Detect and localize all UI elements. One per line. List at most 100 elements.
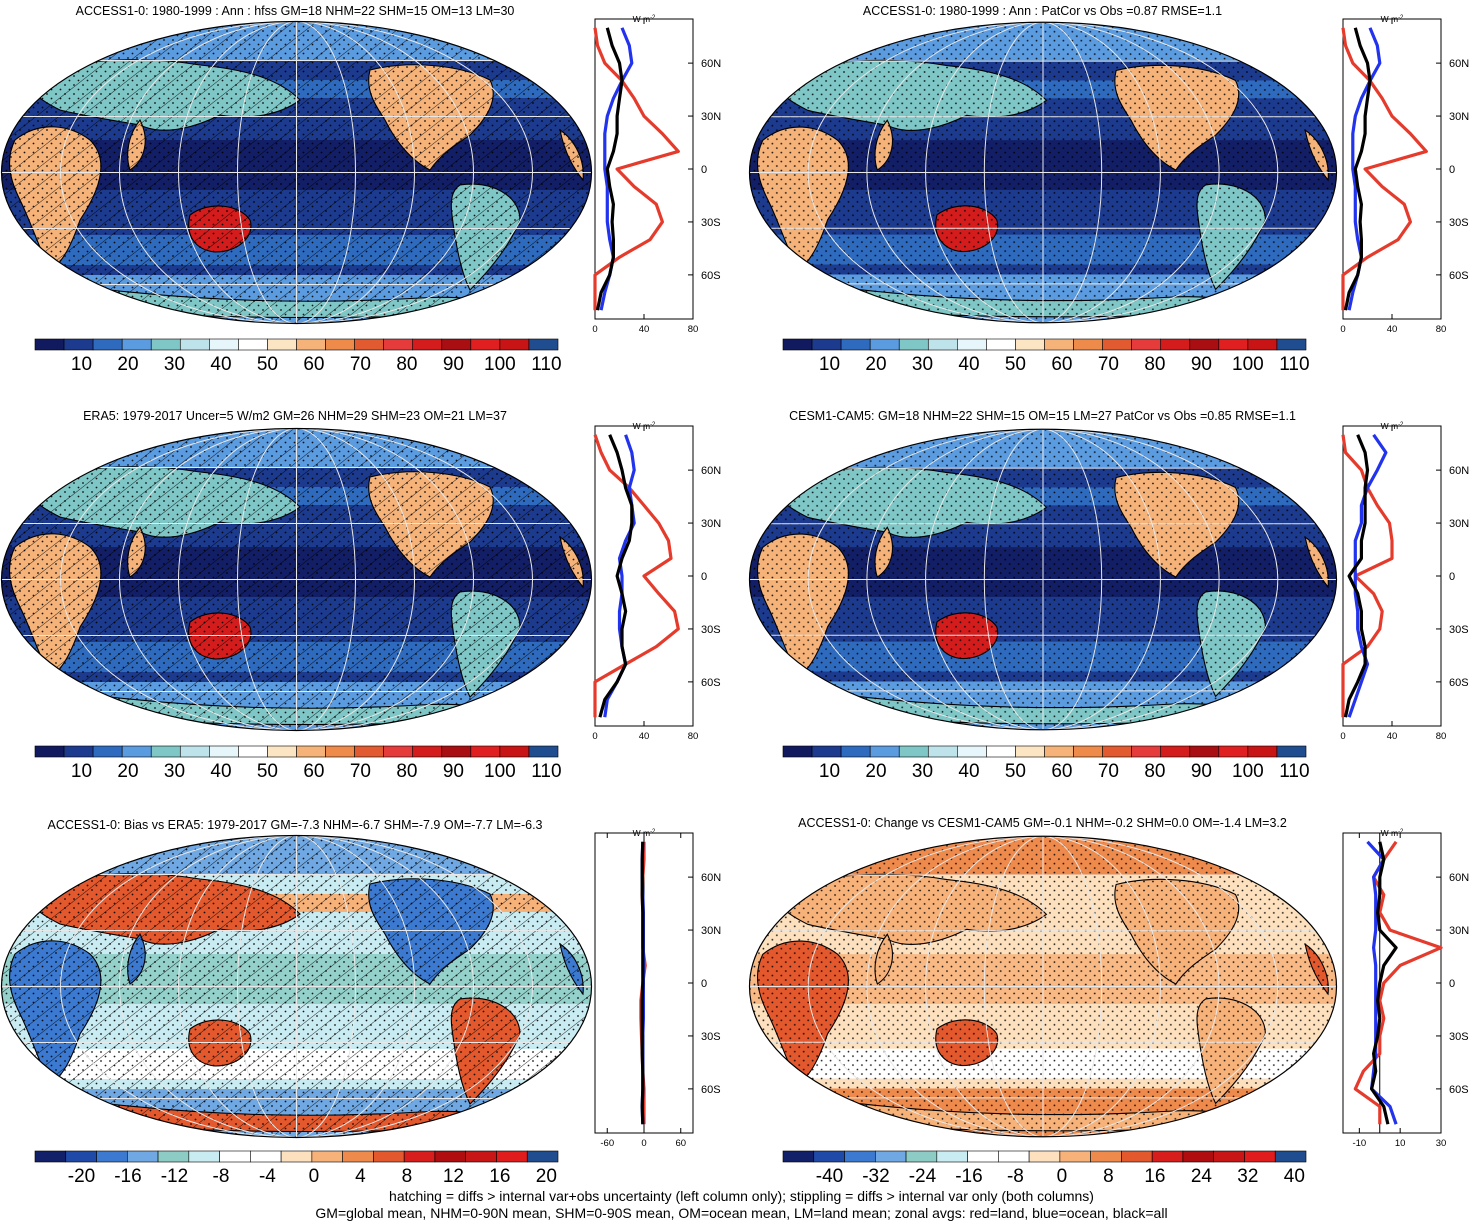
units-label: W m-2 bbox=[1381, 828, 1404, 838]
colorbar-swatch bbox=[967, 1150, 999, 1163]
zonal-line-all bbox=[595, 27, 624, 311]
lat-tick-label: 0 bbox=[701, 978, 707, 990]
colorbar-swatch bbox=[936, 1150, 968, 1163]
colorbar-swatch bbox=[238, 745, 268, 758]
colorbar-swatch bbox=[63, 745, 94, 758]
colorbar-swatch bbox=[188, 1150, 220, 1163]
lat-tick-label: 60N bbox=[701, 58, 721, 70]
x-tick-label: 40 bbox=[639, 324, 650, 335]
lat-tick-label: 60N bbox=[701, 465, 721, 477]
colorbar-tick-label: 80 bbox=[396, 354, 418, 375]
x-tick-label: 60 bbox=[675, 1138, 686, 1149]
colorbar-tick-label: 90 bbox=[442, 354, 464, 375]
x-tick-label: 80 bbox=[1436, 324, 1447, 335]
colorbar-swatch bbox=[811, 745, 842, 758]
colorbar-swatch bbox=[1218, 745, 1249, 758]
colorbar-swatch bbox=[986, 338, 1016, 351]
colorbar-swatch bbox=[1189, 745, 1220, 758]
colorbar-swatch bbox=[179, 745, 210, 758]
colorbar-tick-label: 20 bbox=[865, 761, 887, 782]
colorbar-swatch bbox=[65, 1150, 97, 1163]
lat-tick-label: 60N bbox=[1449, 872, 1469, 884]
lat-tick-label: 30N bbox=[701, 111, 721, 123]
zonal-plot-frame bbox=[1342, 832, 1442, 1134]
colorbar-swatch bbox=[342, 1150, 374, 1163]
x-tick-label: 80 bbox=[688, 731, 699, 742]
lat-tick-label: 30S bbox=[701, 1031, 721, 1043]
lat-tick-label: 30S bbox=[701, 217, 721, 229]
colorbar-swatch bbox=[1015, 338, 1045, 351]
colorbar-tick-label: 50 bbox=[1004, 354, 1027, 375]
colorbar-tick-label: 80 bbox=[1144, 761, 1166, 782]
colorbar-tick-label: 10 bbox=[818, 761, 841, 782]
lat-tick-label: 60N bbox=[1449, 465, 1469, 477]
colorbar-swatch bbox=[383, 338, 414, 351]
colorbar-swatch bbox=[844, 1150, 876, 1163]
colorbar-swatch bbox=[311, 1150, 343, 1163]
colorbar-swatch bbox=[441, 338, 472, 351]
colorbar-swatch bbox=[1073, 338, 1103, 351]
colorbar-swatch bbox=[499, 745, 530, 758]
colorbar-swatch bbox=[354, 338, 384, 351]
colorbar-swatch bbox=[1151, 1150, 1184, 1163]
colorbar-swatch bbox=[1102, 338, 1132, 351]
colorbar-labels: 10 20 30 40 50 60 70 80 90 100 110 bbox=[35, 761, 562, 783]
colorbar-swatch bbox=[296, 745, 326, 758]
panel-4: CESM1-CAM5: GM=18 NHM=22 SHM=15 OM=15 LM… bbox=[745, 405, 1483, 800]
x-tick-label: 40 bbox=[1387, 731, 1398, 742]
zonal-line-land bbox=[593, 434, 680, 718]
colorbar-swatch bbox=[1028, 1150, 1061, 1163]
colorbar-tick-label: -40 bbox=[815, 1166, 844, 1187]
colorbar-tick-label: 50 bbox=[256, 354, 279, 375]
units-label: W m-2 bbox=[1381, 421, 1404, 431]
colorbar-swatch bbox=[1044, 338, 1074, 351]
colorbar-tick-label: 30 bbox=[163, 761, 186, 782]
colorbar-labels: 10 20 30 40 50 60 70 80 90 100 110 bbox=[783, 761, 1310, 783]
colorbar-tick-label: 40 bbox=[958, 761, 980, 782]
zonal-line-all bbox=[1369, 841, 1398, 1125]
colorbar-swatch bbox=[470, 745, 501, 758]
colorbar-tick-label: 0 bbox=[308, 1166, 320, 1187]
units-label: W m-2 bbox=[633, 14, 656, 24]
colorbar-swatch bbox=[986, 745, 1016, 758]
panel-title: ACCESS1-0: Change vs CESM1-CAM5 GM=-0.1 … bbox=[798, 816, 1287, 830]
colorbar-labels: 10 20 30 40 50 60 70 80 90 100 110 bbox=[35, 354, 562, 376]
colorbar-tick-label: 70 bbox=[349, 354, 371, 375]
colorbar-swatch bbox=[782, 338, 813, 351]
colorbar-swatch bbox=[1044, 745, 1074, 758]
colorbar-tick-label: 60 bbox=[1051, 761, 1073, 782]
zonal-mean-plot: 60N 30N 0 30S 60S -60 0 60 W m-2 bbox=[594, 828, 721, 1149]
colorbar-tick-label: 30 bbox=[911, 354, 934, 375]
colorbar-swatch bbox=[840, 338, 871, 351]
colorbar-tick-label: 20 bbox=[865, 354, 887, 375]
units-label: W m-2 bbox=[1381, 14, 1404, 24]
colorbar-tick-label: 8 bbox=[401, 1166, 413, 1187]
lat-tick-label: 30S bbox=[1449, 1031, 1469, 1043]
colorbar-labels: -40 -32 -24 -16 -8 0 8 16 24 32 40 bbox=[783, 1166, 1306, 1188]
colorbar-swatch bbox=[34, 1150, 67, 1163]
colorbar-swatch bbox=[465, 1150, 497, 1163]
colorbar-swatch bbox=[63, 338, 94, 351]
colorbar-swatch bbox=[1131, 745, 1162, 758]
colorbar-tick-label: -12 bbox=[160, 1166, 189, 1187]
colorbar-swatch bbox=[1213, 1150, 1245, 1163]
colorbar bbox=[782, 338, 1307, 351]
colorbar-tick-label: 16 bbox=[489, 1166, 511, 1187]
colorbar-swatch bbox=[496, 1150, 528, 1163]
footer-line-2: GM=global mean, NHM=0-90N mean, SHM=0-90… bbox=[315, 1205, 1168, 1221]
colorbar-swatch bbox=[267, 745, 297, 758]
colorbar-tick-label: 8 bbox=[1103, 1166, 1114, 1187]
colorbar-swatch bbox=[219, 1150, 251, 1163]
colorbar-swatch bbox=[209, 745, 239, 758]
colorbar-tick-label: 110 bbox=[531, 761, 562, 782]
colorbar-swatch bbox=[179, 338, 210, 351]
colorbar-tick-label: -8 bbox=[1006, 1166, 1024, 1187]
colorbar-swatch bbox=[150, 338, 181, 351]
colorbar-tick-label: 32 bbox=[1237, 1166, 1259, 1187]
colorbar-tick-label: 10 bbox=[70, 761, 93, 782]
colorbar bbox=[782, 1150, 1307, 1163]
panel-1: ACCESS1-0: 1980-1999 : Ann : hfss GM=18 … bbox=[0, 0, 741, 395]
colorbar-swatch bbox=[34, 338, 65, 351]
colorbar-swatch bbox=[209, 338, 239, 351]
map-ellipse bbox=[748, 835, 1338, 1138]
